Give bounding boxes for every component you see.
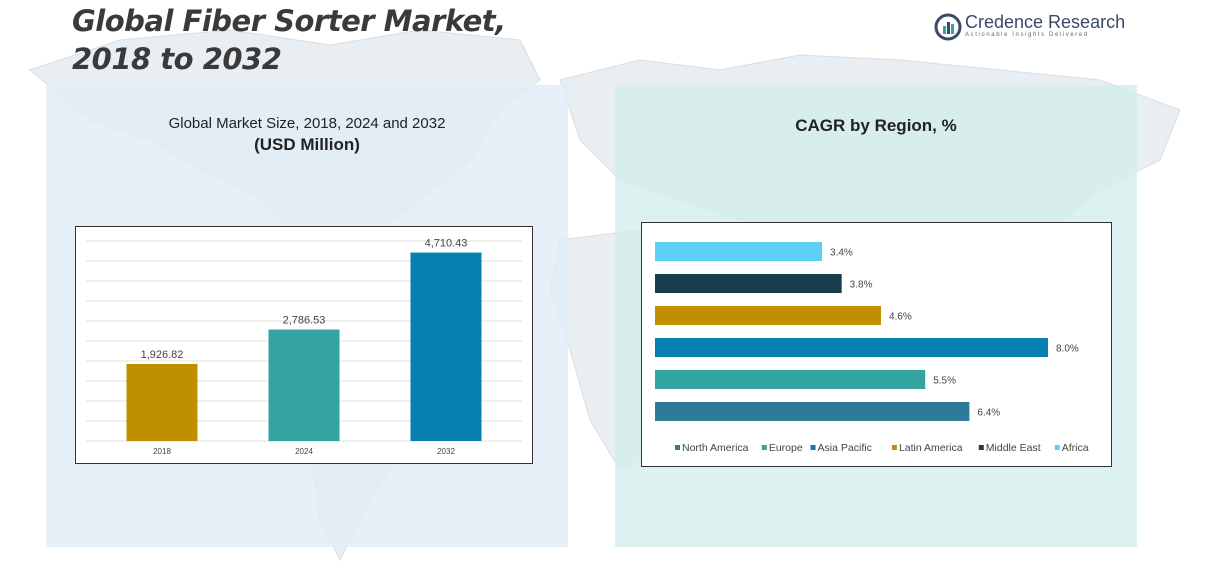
bar-2024 bbox=[268, 329, 340, 441]
title-line-2: 2018 to 2032 bbox=[72, 42, 282, 76]
legend-label: Africa bbox=[1062, 442, 1089, 454]
legend-swatch bbox=[978, 445, 984, 450]
market-size-title: Global Market Size, 2018, 2024 and 2032 bbox=[168, 115, 446, 132]
bar-value-label: 5.5% bbox=[933, 376, 956, 387]
x-tick-label: 2018 bbox=[153, 447, 171, 456]
bar-value-label: 3.4% bbox=[830, 248, 853, 259]
legend-swatch bbox=[891, 445, 897, 450]
title-line-1: Global Fiber Sorter Market, bbox=[72, 4, 506, 38]
market-size-unit: (USD Million) bbox=[254, 135, 360, 154]
bar-2032 bbox=[410, 252, 482, 441]
legend-swatch bbox=[761, 445, 767, 450]
bar-value-label: 1,926.82 bbox=[141, 349, 184, 361]
bar-europe bbox=[655, 370, 926, 389]
legend-label: Latin America bbox=[899, 442, 963, 454]
bar-latin-america bbox=[655, 306, 881, 325]
bar-africa bbox=[655, 242, 823, 261]
bar-value-label: 6.4% bbox=[977, 408, 1000, 419]
legend-swatch bbox=[1054, 445, 1060, 450]
legend-swatch bbox=[810, 445, 816, 450]
cagr-chart-frame: 3.4% 3.8% 4.6% 8.0% 5.5% 6.4% North America Eur… bbox=[641, 222, 1112, 467]
credence-research-logo: Credence Research Actionable Insights De… bbox=[934, 12, 1125, 42]
logo-name: Credence Research bbox=[965, 12, 1126, 32]
bar-value-label: 4,710.43 bbox=[425, 238, 468, 250]
bar-value-label: 4.6% bbox=[889, 312, 912, 323]
bar-asia-pacific bbox=[655, 338, 1048, 357]
cagr-horizontal-bar-chart: 3.4% 3.8% 4.6% 8.0% 5.5% 6.4% North America Eur… bbox=[655, 242, 1089, 454]
bar-middle-east bbox=[655, 274, 842, 293]
x-tick-label: 2032 bbox=[437, 447, 455, 456]
x-tick-label: 2024 bbox=[295, 447, 313, 456]
bar-value-label: 3.8% bbox=[850, 280, 873, 291]
bar-value-label: 8.0% bbox=[1056, 344, 1079, 355]
page-title: Global Fiber Sorter Market, 2018 to 2032 bbox=[72, 2, 506, 78]
legend-label: Middle East bbox=[986, 442, 1041, 454]
legend-swatch bbox=[675, 445, 680, 450]
logo-icon bbox=[934, 13, 962, 41]
bar-value-label: 2,786.53 bbox=[283, 315, 326, 327]
bar-2018 bbox=[126, 363, 198, 441]
cagr-title: CAGR by Region, % bbox=[795, 116, 957, 135]
logo-tagline: Actionable Insights Delivered bbox=[965, 32, 1089, 38]
market-size-bar-chart: 1,926.82 2018 2,786.53 2024 4,710.43 2032 bbox=[86, 238, 522, 456]
legend-label: Asia Pacific bbox=[818, 442, 872, 454]
legend-label: Europe bbox=[769, 442, 803, 454]
legend-label: North America bbox=[682, 442, 749, 454]
market-size-chart-frame: 1,926.82 2018 2,786.53 2024 4,710.43 2032 bbox=[75, 226, 533, 464]
bar-north-america bbox=[655, 402, 970, 421]
